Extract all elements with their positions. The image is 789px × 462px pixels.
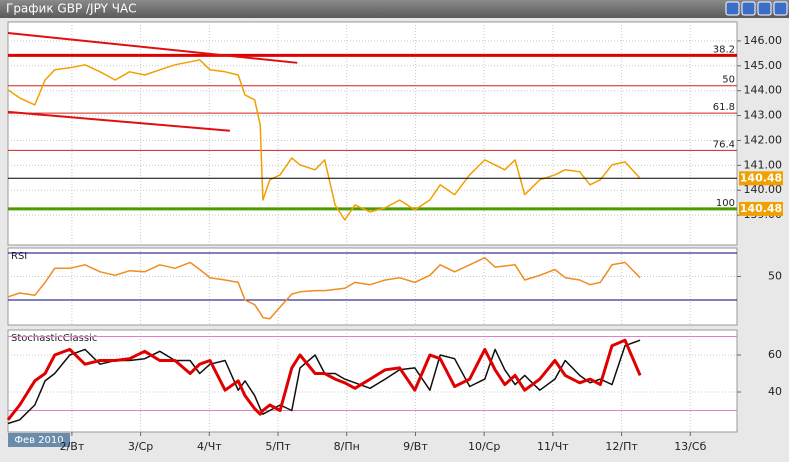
window-title: График GBP /JPY ЧАС — [6, 2, 137, 16]
level-label: 38.2 — [713, 44, 735, 55]
price-tag-label: 140.48 — [740, 202, 782, 215]
x-tick-label: 12/Пт — [605, 440, 638, 453]
y-tick-label: 143.00 — [744, 109, 783, 122]
y-tick-label: 141.00 — [744, 158, 783, 171]
series-line — [7, 59, 641, 221]
price-tag — [739, 201, 783, 216]
panel — [7, 247, 738, 326]
y-tick-label: 140.00 — [744, 183, 783, 196]
trend-line — [7, 31, 298, 64]
y-tick-label: 142.00 — [744, 133, 783, 146]
button-tile[interactable] — [725, 1, 740, 16]
panel-title: StochasticClassic — [11, 333, 97, 344]
level-label: 76.4 — [713, 139, 735, 150]
period-box — [8, 433, 70, 447]
y-tick-label: 146.00 — [744, 34, 783, 47]
price-tag-label: 140.48 — [740, 171, 782, 184]
y-tick-label: 50 — [768, 270, 782, 283]
level-label: 50 — [722, 75, 735, 86]
x-tick-label: 4/Чт — [197, 440, 222, 453]
panel — [7, 329, 738, 433]
trend-line — [7, 110, 231, 132]
y-tick-label: 145.00 — [744, 59, 783, 72]
series-line — [7, 256, 641, 320]
x-tick-label: 5/Пт — [265, 440, 291, 453]
x-tick-label: 9/Вт — [403, 440, 428, 453]
level-label: 100 — [716, 198, 735, 209]
button-maximize[interactable] — [757, 1, 772, 16]
x-tick-label: 10/Ср — [468, 440, 500, 453]
y-tick-label: 144.00 — [744, 84, 783, 97]
x-tick-label: 3/Ср — [128, 440, 153, 453]
y-tick-label: 60 — [768, 348, 782, 361]
title-bar — [0, 0, 789, 18]
x-tick-label: 2/Вт — [60, 440, 85, 453]
button-minimize[interactable] — [741, 1, 756, 16]
series-line — [6, 338, 642, 421]
period-label: Фев 2010 — [14, 435, 63, 446]
x-tick-label: 11/Чт — [537, 440, 569, 453]
button-close[interactable] — [773, 1, 788, 16]
y-tick-label: 40 — [768, 385, 782, 398]
panel-title: RSI — [11, 251, 27, 262]
x-tick-label: 13/Сб — [674, 440, 706, 453]
level-label: 61.8 — [713, 102, 735, 113]
price-tag — [739, 171, 783, 186]
x-tick-label: 8/Пн — [334, 440, 360, 453]
